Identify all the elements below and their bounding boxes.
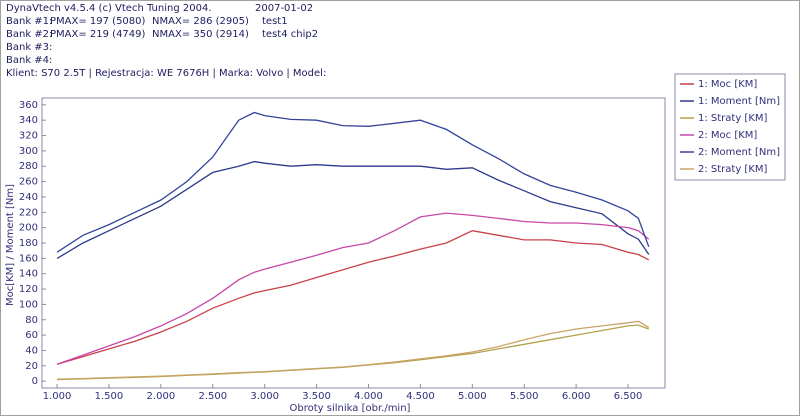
date: 2007-01-02 bbox=[255, 3, 313, 14]
x-tick-label: 6.500 bbox=[614, 391, 643, 402]
y-tick-label: 360 bbox=[19, 100, 38, 111]
bank-info: test1 bbox=[262, 16, 288, 27]
bank-info: Bank #1: bbox=[6, 16, 52, 27]
y-tick-label: 280 bbox=[19, 161, 38, 172]
x-axis-label: Obroty silnika [obr./min] bbox=[290, 403, 411, 414]
y-tick-label: 260 bbox=[19, 177, 38, 188]
bank-info: NMAX= 350 (2914) bbox=[152, 29, 249, 40]
y-tick-label: 160 bbox=[19, 253, 38, 264]
legend-label: 2: Straty [KM] bbox=[698, 164, 768, 175]
x-tick-label: 4.000 bbox=[354, 391, 383, 402]
x-tick-label: 2.500 bbox=[198, 391, 227, 402]
x-tick-label: 5.500 bbox=[510, 391, 539, 402]
legend-label: 1: Moc [KM] bbox=[698, 79, 757, 90]
x-tick-label: 1.500 bbox=[95, 391, 124, 402]
bank-info: Bank #2: bbox=[6, 29, 52, 40]
series-line bbox=[56, 230, 650, 365]
series-line bbox=[56, 160, 650, 259]
y-tick-label: 120 bbox=[19, 284, 38, 295]
y-tick-label: 80 bbox=[25, 315, 38, 326]
y-axis-label: Moc[KM] / Moment [Nm] bbox=[5, 184, 16, 306]
bank-info: NMAX= 286 (2905) bbox=[152, 16, 249, 27]
y-tick-label: 240 bbox=[19, 192, 38, 203]
client-info: Klient: S70 2.5T | Rejestracja: WE 7676H… bbox=[6, 68, 326, 79]
series-line bbox=[56, 212, 650, 365]
y-tick-label: 140 bbox=[19, 269, 38, 280]
legend-frame bbox=[674, 73, 786, 181]
y-tick-label: 0 bbox=[32, 376, 38, 387]
y-tick-label: 20 bbox=[25, 361, 38, 372]
x-tick-label: 2.000 bbox=[147, 391, 176, 402]
series-line bbox=[56, 111, 650, 253]
y-tick-label: 40 bbox=[25, 345, 38, 356]
bank-info: Bank #3: bbox=[6, 42, 52, 53]
x-tick-label: 6.000 bbox=[562, 391, 591, 402]
legend-label: 1: Straty [KM] bbox=[698, 113, 768, 124]
y-tick-label: 180 bbox=[19, 238, 38, 249]
legend-label: 2: Moc [KM] bbox=[698, 130, 757, 141]
bank-info: PMAX= 197 (5080) bbox=[50, 16, 146, 27]
x-tick-label: 4.500 bbox=[406, 391, 435, 402]
legend-label: 2: Moment [Nm] bbox=[698, 147, 780, 158]
y-tick-label: 320 bbox=[19, 131, 38, 142]
legend-label: 1: Moment [Nm] bbox=[698, 96, 780, 107]
series-line bbox=[57, 320, 650, 380]
x-tick-label: 5.000 bbox=[458, 391, 487, 402]
x-tick-label: 1.000 bbox=[43, 391, 72, 402]
plot-frame bbox=[41, 97, 666, 389]
y-tick-label: 220 bbox=[19, 207, 38, 218]
y-tick-label: 340 bbox=[19, 115, 38, 126]
bank-info: test4 chip2 bbox=[262, 29, 318, 40]
y-tick-label: 100 bbox=[19, 299, 38, 310]
x-tick-label: 3.000 bbox=[250, 391, 279, 402]
y-tick-label: 300 bbox=[19, 146, 38, 157]
app-title: DynaVtech v4.5.4 (c) Vtech Tuning 2004. bbox=[6, 3, 212, 14]
y-tick-label: 60 bbox=[25, 330, 38, 341]
bank-info: Bank #4: bbox=[6, 55, 52, 66]
bank-info: PMAX= 219 (4749) bbox=[50, 29, 146, 40]
y-tick-label: 200 bbox=[19, 223, 38, 234]
x-tick-label: 3.500 bbox=[302, 391, 331, 402]
